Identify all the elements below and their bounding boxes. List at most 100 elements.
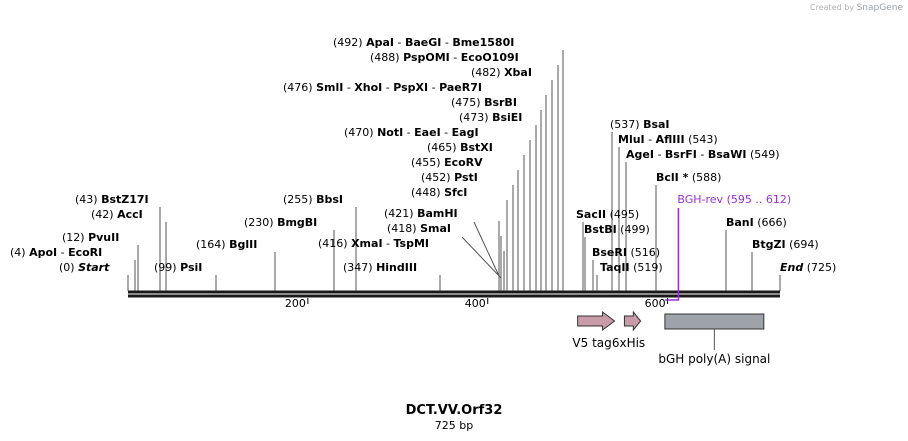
- enzyme-position: (475): [451, 96, 484, 109]
- enzyme-label: (416) XmaI - TspMI: [318, 237, 429, 250]
- enzyme-position: (549): [750, 148, 780, 161]
- enzyme-position: (452): [421, 171, 454, 184]
- enzyme-position: (499): [620, 223, 650, 236]
- enzyme-position: (421): [384, 207, 417, 220]
- enzyme-separator: -: [654, 148, 665, 161]
- enzyme-name: Bme1580I: [452, 36, 514, 49]
- enzyme-name: BstXI: [460, 141, 493, 154]
- enzyme-position: (255): [283, 193, 316, 206]
- enzyme-position: (465): [427, 141, 460, 154]
- enzyme-name: BsaWI: [708, 148, 747, 161]
- enzyme-position: (519): [633, 261, 663, 274]
- enzyme-label: (43) BstZ17I: [75, 193, 149, 206]
- snapgene-logo: SnapGene: [857, 3, 904, 13]
- polya-signal-box: [664, 313, 765, 330]
- enzyme-label: End (725): [780, 261, 836, 274]
- enzyme-position: (537): [610, 118, 643, 131]
- enzyme-position: (0): [59, 261, 78, 274]
- enzyme-position: (418): [387, 222, 420, 235]
- enzyme-separator: -: [382, 81, 393, 94]
- enzyme-label: (421) BamHI: [384, 207, 458, 220]
- enzyme-name: AgeI: [626, 148, 654, 161]
- enzyme-name: BbsI: [316, 193, 343, 206]
- enzyme-position: (43): [75, 193, 101, 206]
- primer-name: BGH-rev: [677, 193, 726, 206]
- enzyme-label: BseRI (516): [592, 246, 660, 259]
- enzyme-label: (42) AccI: [91, 208, 143, 221]
- enzyme-name: EcoO109I: [461, 51, 519, 64]
- enzyme-position: (488): [370, 51, 403, 64]
- enzyme-label: (470) NotI - EaeI - EagI: [344, 126, 479, 139]
- enzyme-label: (488) PspOMI - EcoO109I: [370, 51, 519, 64]
- axis-tick-label: 400: [465, 297, 486, 310]
- enzyme-name: BsrBI: [484, 96, 517, 109]
- cut-site-line: [473, 221, 500, 277]
- enzyme-separator: -: [57, 246, 68, 259]
- enzyme-label: AgeI - BsrFI - BsaWI (549): [626, 148, 780, 161]
- enzyme-separator: -: [697, 148, 708, 161]
- enzyme-label: MluI - AflIII (543): [618, 133, 718, 146]
- enzyme-position: (516): [630, 246, 660, 259]
- enzyme-position: (448): [411, 186, 444, 199]
- enzyme-name: PspOMI: [403, 51, 450, 64]
- enzyme-name: BaeGI: [405, 36, 441, 49]
- enzyme-label: (12) PvuII: [62, 231, 119, 244]
- enzyme-label: BclI * (588): [656, 171, 721, 184]
- enzyme-name: BsiEI: [492, 111, 522, 124]
- enzyme-name: AflIII: [656, 133, 685, 146]
- enzyme-name: PspXI: [393, 81, 428, 94]
- enzyme-position: (470): [344, 126, 377, 139]
- axis-tick-label: 200: [285, 297, 306, 310]
- enzyme-name: XmaI: [351, 237, 382, 250]
- enzyme-name: TaqII: [600, 261, 630, 274]
- enzyme-label: (492) ApaI - BaeGI - Bme1580I: [333, 36, 514, 49]
- enzyme-name: XbaI: [504, 66, 532, 79]
- enzyme-name: BsrFI: [665, 148, 697, 161]
- feature-label: bGH poly(A) signal: [658, 352, 770, 366]
- primer-arrow: [665, 208, 680, 301]
- enzyme-position: (588): [692, 171, 722, 184]
- enzyme-position: (476): [283, 81, 316, 94]
- enzyme-name: BtgZI: [752, 238, 786, 251]
- enzyme-name: EcoRI: [68, 246, 102, 259]
- primer-label: BGH-rev (595 .. 612): [677, 193, 791, 206]
- enzyme-name: EaeI: [414, 126, 441, 139]
- enzyme-label: (418) SmaI: [387, 222, 451, 235]
- enzyme-position: (492): [333, 36, 366, 49]
- cut-site-line: [461, 236, 502, 279]
- enzyme-name: SacII: [576, 208, 606, 221]
- enzyme-name: BstZ17I: [101, 193, 149, 206]
- enzyme-separator: -: [645, 133, 656, 146]
- enzyme-name: TspMI: [394, 237, 430, 250]
- feature-arrow: [623, 310, 642, 332]
- enzyme-label: (537) BsaI: [610, 118, 670, 131]
- enzyme-name: BglII: [229, 238, 257, 251]
- enzyme-position: (543): [688, 133, 718, 146]
- sequence-name: DCT.VV.Orf32: [406, 403, 503, 418]
- enzyme-name: SfcI: [444, 186, 467, 199]
- enzyme-position: (482): [471, 66, 504, 79]
- enzyme-separator: -: [428, 81, 439, 94]
- enzyme-position: (12): [62, 231, 88, 244]
- feature-arrow: [577, 311, 616, 331]
- sequence-length: 725 bp: [435, 419, 473, 432]
- enzyme-position: (495): [610, 208, 640, 221]
- enzyme-name: NotI: [377, 126, 403, 139]
- enzyme-label: (465) BstXI: [427, 141, 493, 154]
- enzyme-label: (455) EcoRV: [411, 156, 483, 169]
- axis-tick-label: 600: [645, 297, 666, 310]
- enzyme-position: (416): [318, 237, 351, 250]
- primer-range: (595 .. 612): [727, 193, 792, 206]
- enzyme-label: (347) HindIII: [343, 261, 417, 274]
- enzyme-position: (694): [789, 238, 819, 251]
- enzyme-position: (164): [196, 238, 229, 251]
- enzyme-label: (164) BglII: [196, 238, 257, 251]
- enzyme-label: (475) BsrBI: [451, 96, 517, 109]
- enzyme-label: BstBI (499): [584, 223, 650, 236]
- enzyme-name: BsaI: [643, 118, 669, 131]
- enzyme-label: (482) XbaI: [471, 66, 532, 79]
- enzyme-position: (230): [244, 216, 277, 229]
- enzyme-label: (452) PstI: [421, 171, 478, 184]
- enzyme-name: EagI: [452, 126, 479, 139]
